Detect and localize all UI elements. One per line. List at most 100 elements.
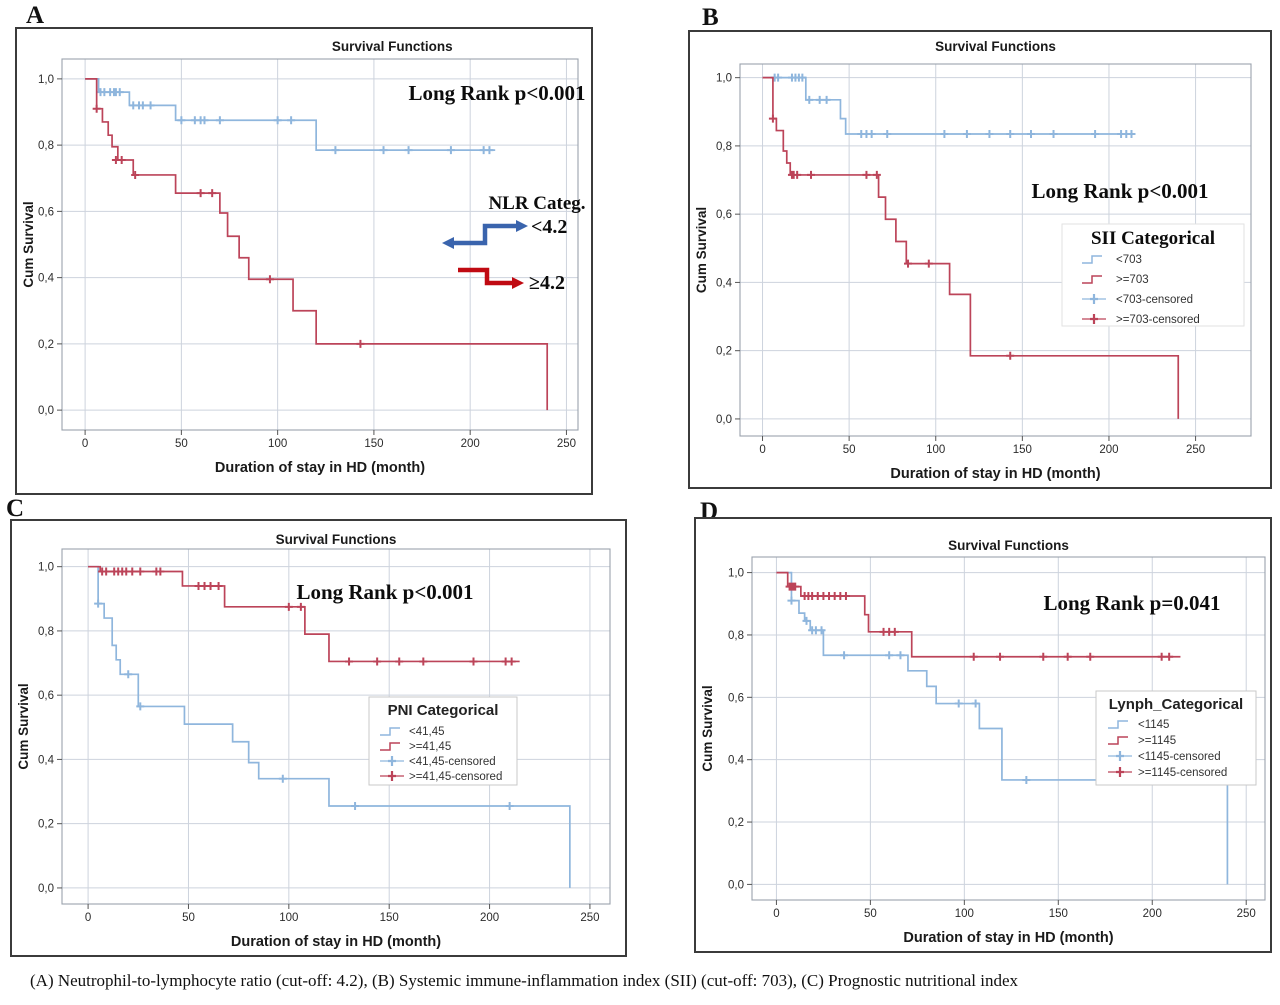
- x-tick-label: 250: [1186, 444, 1205, 456]
- gridlines: [62, 59, 578, 430]
- legend-item-label: >=41,45-censored: [409, 771, 502, 783]
- x-tick-label: 150: [1049, 908, 1068, 920]
- plot-frame: [739, 63, 1252, 437]
- chart-title: Survival Functions: [332, 39, 453, 54]
- x-tick-label: 100: [279, 912, 298, 924]
- y-tick-label: 1,0: [38, 74, 54, 86]
- censor-marks: [92, 104, 365, 348]
- x-tick-label: 150: [1013, 444, 1032, 456]
- y-tick-label: 1,0: [38, 562, 54, 574]
- panel-label-a: A: [26, 2, 45, 29]
- survival-curve: [762, 76, 1135, 135]
- x-tick-label: 0: [85, 912, 91, 924]
- x-tick-label: 50: [182, 912, 195, 924]
- y-tick-label: 0,8: [716, 141, 732, 153]
- x-tick-label: 100: [926, 444, 945, 456]
- series-blue: [85, 78, 496, 155]
- chart-title: Survival Functions: [935, 39, 1056, 54]
- legend-item-label: >=1145: [1138, 735, 1176, 747]
- legend-title: PNI Categorical: [388, 702, 499, 719]
- legend-box: [1095, 690, 1257, 786]
- censor-marks: [94, 599, 514, 811]
- figure-caption: (A) Neutrophil-to-lymphocyte ratio (cut-…: [30, 971, 1018, 990]
- legend-arrow-icon: [454, 223, 516, 246]
- x-axis: 0 50 100 150 200 250 Duration of stay in HD (m…: [773, 900, 1256, 946]
- legend-item-label: ≥4.2: [529, 272, 565, 294]
- series-blue: [776, 571, 1229, 885]
- x-tick-label: 50: [843, 444, 856, 456]
- panel-b-chart: 0 50 100 150 200 250 Duration of stay in HD (m…: [688, 30, 1272, 489]
- y-tick-label: 1,0: [728, 568, 744, 580]
- x-tick-label: 0: [773, 908, 779, 920]
- x-tick-label: 200: [480, 912, 499, 924]
- legend-censor-plus-icon: [388, 771, 396, 781]
- legend-line-icon: [1108, 736, 1128, 745]
- series-blue: [762, 73, 1136, 138]
- legend-censor-plus-icon: [1090, 294, 1098, 304]
- legend: SII Categorical <703 >=703 <703-censored >=7…: [1061, 223, 1245, 327]
- plot-frame: [61, 58, 579, 431]
- legend-item-label: <4.2: [531, 216, 567, 238]
- y-axis-title: Cum Survival: [694, 207, 709, 293]
- panel-b-plot: 0 50 100 150 200 250 Duration of stay in HD (m…: [694, 39, 1252, 482]
- censor-marks: [98, 567, 516, 666]
- y-tick-label: 0,2: [716, 346, 732, 358]
- x-tick-label: 50: [175, 438, 188, 450]
- legend-title: Lynph_Categorical: [1109, 696, 1243, 713]
- x-tick-label: 0: [759, 444, 765, 456]
- legend: PNI Categorical <41,45 >=41,45 <41,45-censo…: [368, 696, 518, 786]
- censor-marks: [785, 582, 1174, 661]
- legend-item-label: <1145: [1138, 719, 1169, 731]
- censor-marks: [768, 114, 1015, 360]
- series-blue: [88, 565, 571, 888]
- x-tick-label: 100: [955, 908, 974, 920]
- series-red: [762, 76, 1180, 419]
- y-axis: 0,0 0,2 0,4 0,6 0,8 1,0 Cum Survival: [21, 74, 62, 417]
- x-tick-label: 200: [1099, 444, 1118, 456]
- arrowhead-icon: [516, 220, 528, 232]
- legend-item-label: >=703-censored: [1116, 314, 1200, 326]
- y-tick-label: 0,4: [728, 755, 745, 767]
- y-tick-label: 0,4: [38, 754, 55, 766]
- legend-item-label: <41,45: [409, 726, 445, 738]
- y-tick-label: 0,2: [38, 339, 54, 351]
- x-axis-title: Duration of stay in HD (month): [903, 930, 1113, 946]
- panel-label-c: C: [6, 495, 25, 522]
- legend-box: [1061, 223, 1245, 327]
- x-tick-label: 200: [1143, 908, 1162, 920]
- survival-curve: [776, 571, 1181, 658]
- x-axis-title: Duration of stay in HD (month): [890, 466, 1100, 482]
- legend-line-icon: [380, 742, 400, 751]
- legend-title: SII Categorical: [1091, 228, 1215, 249]
- legend-line-icon: [380, 727, 400, 736]
- legend-line-icon: [1108, 720, 1128, 729]
- legend-item-label: <41,45-censored: [409, 756, 496, 768]
- series-red: [88, 565, 520, 666]
- y-axis: 0,0 0,2 0,4 0,6 0,8 1,0 Cum Survival: [694, 73, 740, 426]
- x-tick-label: 100: [268, 438, 287, 450]
- y-tick-label: 0,2: [728, 817, 744, 829]
- panel-d-plot: 0 50 100 150 200 250 Duration of stay in HD (m…: [700, 538, 1266, 946]
- x-tick-label: 150: [364, 438, 383, 450]
- legend-arrow-icon: [458, 267, 512, 286]
- legend-censor-plus-icon: [1116, 751, 1124, 761]
- y-tick-label: 1,0: [716, 73, 732, 85]
- legend-title: NLR Categ.: [488, 193, 585, 214]
- y-tick-label: 0,8: [728, 630, 744, 642]
- p-value-label: Long Rank p<0.001: [1031, 179, 1208, 203]
- legend-censor-plus-icon: [1090, 314, 1098, 324]
- x-tick-label: 250: [557, 438, 576, 450]
- x-tick-label: 250: [580, 912, 599, 924]
- p-value-label: Long Rank p<0.001: [296, 580, 473, 604]
- gridlines: [62, 549, 610, 904]
- y-tick-label: 0,8: [38, 140, 54, 152]
- y-axis-title: Cum Survival: [700, 685, 715, 771]
- plot-frame: [751, 556, 1266, 901]
- x-axis-title: Duration of stay in HD (month): [215, 460, 425, 476]
- p-value-label: Long Rank p<0.001: [408, 81, 585, 105]
- y-tick-label: 0,6: [716, 209, 732, 221]
- legend-censor-plus-icon: [1116, 767, 1124, 777]
- x-tick-label: 200: [461, 438, 480, 450]
- x-tick-label: 250: [1237, 908, 1256, 920]
- legend-item-label: >=1145-censored: [1138, 767, 1227, 779]
